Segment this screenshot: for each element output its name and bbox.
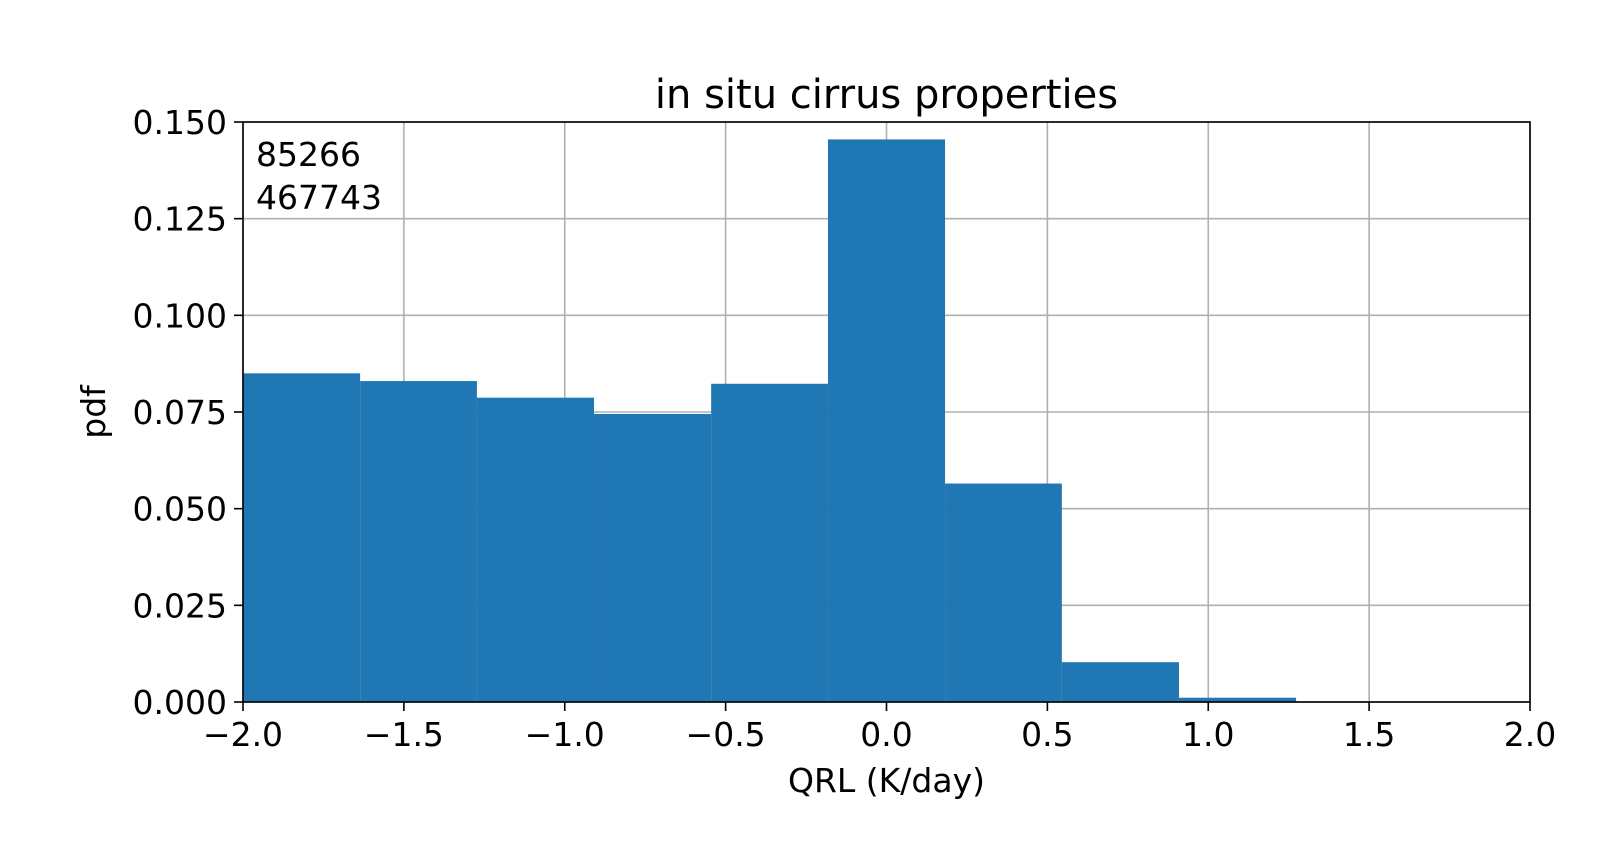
histogram-bar (1061, 662, 1179, 702)
x-tick-label: 2.0 (1504, 715, 1556, 754)
y-tick-label: 0.100 (133, 296, 227, 335)
x-tick-label: −1.5 (364, 715, 444, 754)
histogram-bars (243, 139, 1413, 702)
x-tick-label: −1.0 (525, 715, 605, 754)
histogram-bar (594, 413, 712, 702)
y-tick-label: 0.000 (133, 683, 227, 722)
x-tick-label: −0.5 (686, 715, 766, 754)
histogram-bar (476, 397, 595, 702)
histogram-bar (827, 139, 946, 702)
x-tick-label: 0.0 (860, 715, 912, 754)
y-tick-label: 0.050 (133, 490, 227, 529)
y-tick-label: 0.125 (133, 200, 227, 239)
histogram-bar (945, 483, 1062, 702)
x-tick-label: 1.0 (1182, 715, 1234, 754)
y-tick-label: 0.025 (133, 586, 227, 625)
histogram-bar (243, 373, 361, 702)
x-tick-label: 1.5 (1343, 715, 1395, 754)
y-axis-label: pdf (74, 384, 113, 439)
x-axis-label: QRL (K/day) (788, 761, 985, 800)
x-tick-label: −2.0 (203, 715, 283, 754)
y-tick-label: 0.075 (133, 393, 227, 432)
histogram-bar (711, 383, 828, 702)
x-tick-label: 0.5 (1021, 715, 1073, 754)
y-axis-ticks: 0.000 0.025 0.050 0.075 0.100 0.125 0.150 (133, 103, 243, 722)
histogram-bar (1178, 697, 1297, 702)
annotation-count-2: 467743 (256, 178, 382, 217)
histogram-bar (360, 381, 477, 702)
x-axis-ticks: −2.0 −1.5 −1.0 −0.5 0.0 0.5 1.0 1.5 2.0 (203, 702, 1556, 754)
annotation-count-1: 85266 (256, 135, 361, 174)
chart-title: in situ cirrus properties (655, 72, 1118, 118)
y-tick-label: 0.150 (133, 103, 227, 142)
